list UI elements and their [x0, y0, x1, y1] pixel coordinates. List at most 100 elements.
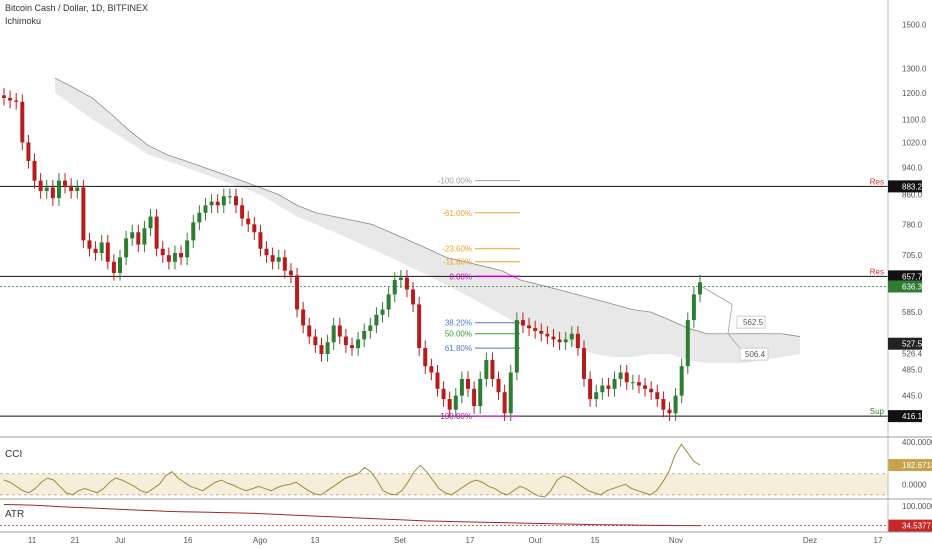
candle-body	[514, 320, 519, 373]
level-label: Res	[870, 177, 884, 186]
cci-value-tag-bg	[888, 459, 932, 472]
candle-body	[643, 385, 648, 389]
candle-body	[636, 382, 641, 386]
x-tick-label: Jul	[115, 536, 125, 545]
candle-body	[44, 187, 49, 191]
candle-body	[569, 333, 574, 340]
candle-body	[447, 399, 452, 410]
candle-body	[398, 277, 403, 280]
candle-body	[288, 270, 293, 276]
candle-body	[527, 325, 532, 329]
y-tick-label: 940.0	[902, 163, 923, 172]
candle-body	[172, 253, 177, 262]
y-tick-label: 585.0	[902, 308, 923, 317]
x-tick-label: 11	[28, 536, 37, 545]
candle-body	[252, 224, 257, 233]
candle-body	[588, 378, 593, 400]
candle-body	[441, 388, 446, 400]
candle-body	[508, 372, 513, 414]
fib-label: 0.00%	[449, 272, 472, 281]
candlestick-series	[2, 87, 702, 421]
x-tick-label: Out	[529, 536, 543, 545]
candle-body	[563, 339, 568, 343]
candle-body	[350, 345, 354, 349]
candle-body	[75, 187, 80, 191]
candle-body	[32, 160, 37, 181]
candle-body	[667, 409, 672, 414]
candle-body	[374, 314, 379, 326]
y-tick-label: 445.0	[902, 392, 923, 401]
level-price-tag-bg	[888, 410, 922, 423]
x-tick-label: 15	[591, 536, 600, 545]
candle-body	[227, 196, 232, 198]
forecast-box	[739, 347, 769, 361]
candle-body	[56, 180, 61, 199]
candle-body	[81, 187, 86, 241]
candle-body	[325, 342, 330, 355]
candle-body	[111, 261, 116, 273]
candle-body	[533, 328, 538, 331]
candle-body	[301, 309, 306, 326]
x-tick-label: 17	[466, 536, 475, 545]
candle-body	[582, 348, 586, 379]
candle-body	[472, 388, 477, 407]
candle-body	[307, 325, 312, 337]
candle-body	[179, 253, 184, 258]
candle-body	[380, 309, 385, 315]
candle-body	[484, 360, 489, 379]
candle-body	[215, 201, 220, 206]
candle-body	[429, 366, 434, 373]
atr-panel: ATR 100.0000 34.5377	[0, 502, 932, 532]
candle-body	[240, 205, 245, 219]
fib-label: 50.00%	[445, 330, 472, 339]
y-tick-label: 705.0	[902, 251, 923, 260]
cci-line	[3, 443, 701, 498]
candle-body	[26, 142, 31, 161]
candle-body	[295, 275, 300, 310]
fib-label: -23.60%	[442, 245, 472, 254]
x-tick-label: 21	[71, 536, 80, 545]
candle-body	[606, 385, 611, 389]
level-price-tag-bg	[888, 270, 922, 283]
candle-body	[624, 372, 629, 383]
cci-band	[0, 473, 888, 495]
candle-body	[423, 348, 428, 367]
candle-body	[649, 388, 654, 393]
level-price-tag-bg	[888, 180, 922, 193]
y-tick-label: 1100.0	[902, 115, 926, 124]
x-tick-label: 16	[184, 536, 193, 545]
candle-body	[496, 378, 501, 393]
candle-body	[130, 232, 135, 239]
cloud-price-tag: 527.5	[902, 340, 923, 349]
candle-body	[313, 336, 318, 346]
candle-body	[655, 392, 660, 400]
level-label: Res	[870, 267, 884, 276]
level-price-tag: 883.2	[902, 182, 923, 191]
x-tick-label: Ago	[253, 536, 268, 545]
candle-body	[142, 228, 147, 245]
atr-title: ATR	[5, 509, 24, 520]
cci-value-tag: 182.6718	[902, 461, 932, 470]
candle-body	[698, 282, 702, 295]
candle-body	[679, 366, 684, 396]
fib-label: -61.00%	[442, 209, 472, 218]
candle-body	[368, 325, 373, 331]
atr-value-tag-bg	[888, 519, 932, 532]
candle-body	[118, 257, 122, 273]
candle-body	[502, 392, 507, 414]
forecast-label: 562.5	[743, 318, 764, 327]
candle-body	[685, 320, 690, 367]
candle-body	[50, 187, 55, 199]
ichimoku-cloud	[54, 77, 801, 364]
cci-title: CCI	[5, 449, 22, 460]
atr-y-tick: 100.0000	[902, 502, 932, 511]
fib-label: -100.00%	[438, 177, 472, 186]
candle-body	[209, 201, 214, 206]
cci-y-tick: 400.0000	[902, 438, 932, 447]
candle-body	[337, 325, 342, 337]
candle-body	[14, 100, 19, 102]
candle-body	[466, 378, 470, 389]
candle-body	[197, 212, 202, 223]
cci-y-tick: 0.0000	[902, 480, 927, 489]
atr-value-tag: 34.5377	[902, 522, 931, 531]
